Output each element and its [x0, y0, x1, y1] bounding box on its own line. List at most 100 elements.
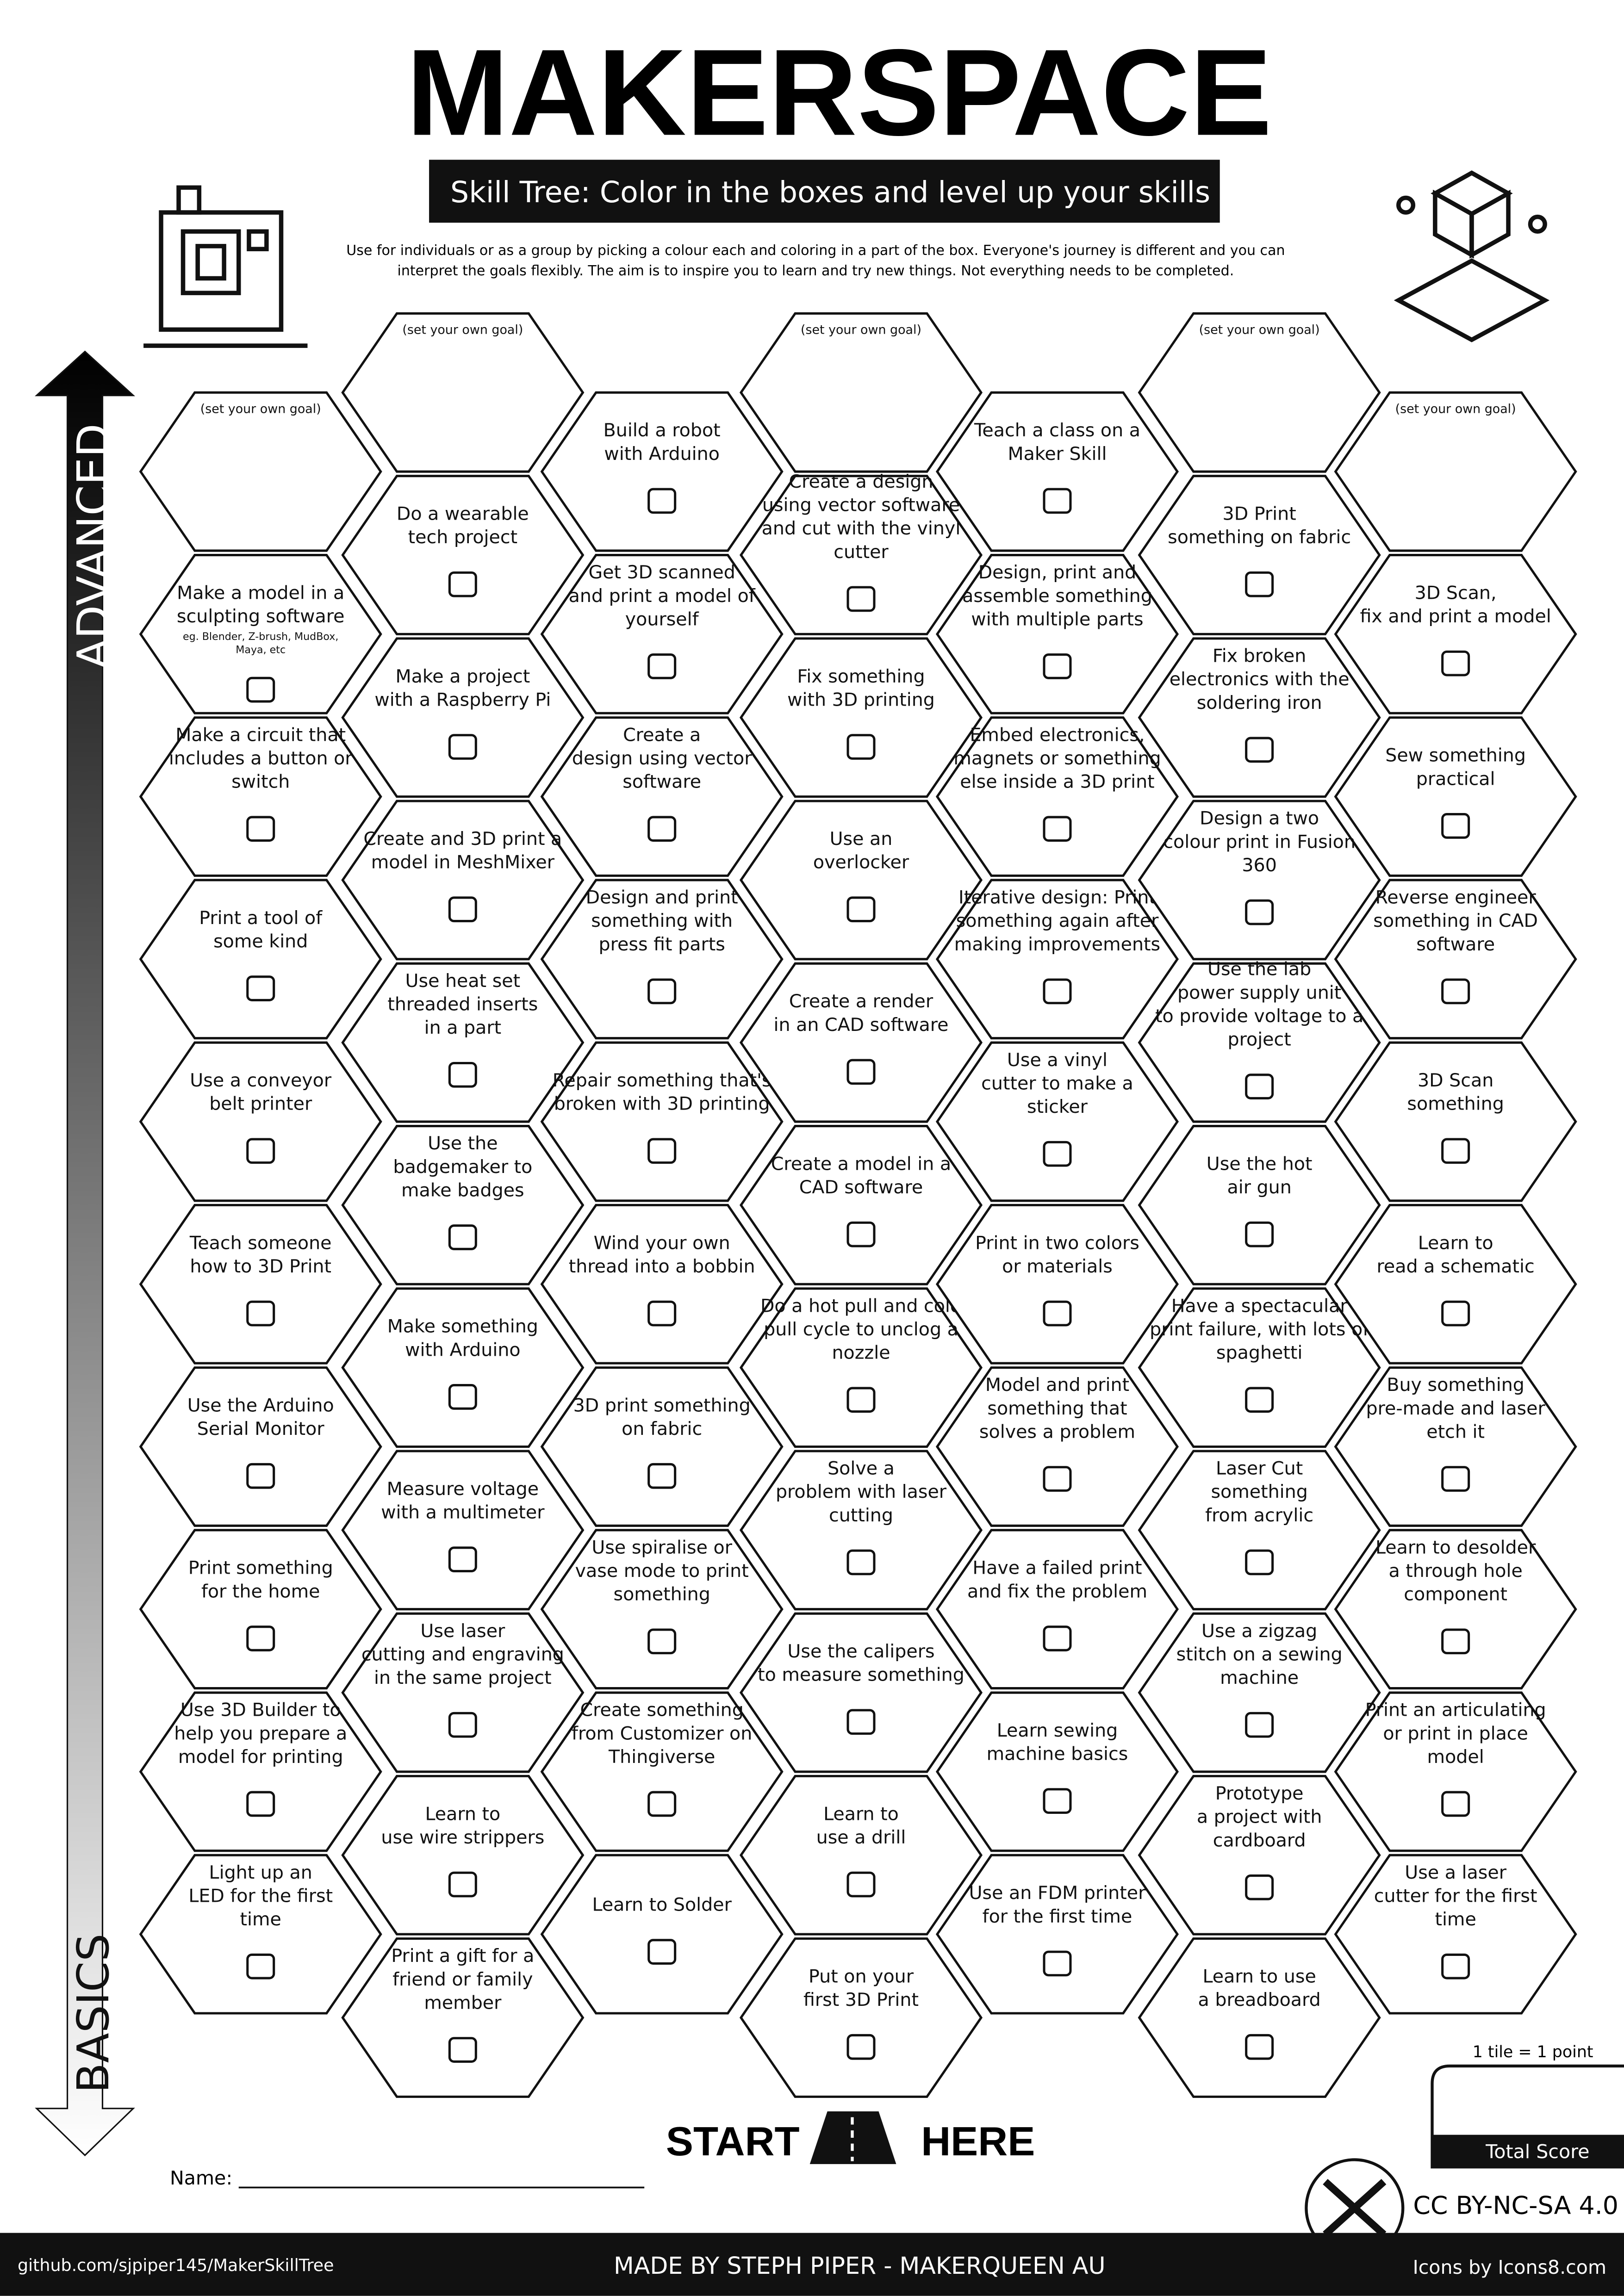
skill-line: model in MeshMixer	[371, 852, 555, 873]
skill-line: Design a two	[1200, 808, 1319, 829]
score-label: Total Score	[1485, 2141, 1589, 2163]
skill-line: and print a model of	[569, 585, 756, 607]
skill-line: problem with laser	[776, 1481, 947, 1502]
skill-line: Create a	[623, 724, 701, 745]
skill-line: etch it	[1426, 1421, 1485, 1442]
skill-label: Repair something that's broken with 3D pr…	[553, 1070, 772, 1115]
skill-line: Use an	[830, 828, 893, 850]
skill-tile	[739, 1450, 983, 1611]
skill-label: Teach a class on a Maker Skill	[974, 420, 1140, 465]
skill-line: Build a robot	[604, 420, 721, 441]
skill-line: Make a project	[395, 666, 530, 687]
skill-line: Use 3D Builder to	[180, 1700, 341, 1721]
skill-line: Use the hot	[1207, 1153, 1313, 1174]
skill-line: component	[1404, 1584, 1507, 1605]
skill-tile	[739, 1775, 983, 1936]
skill-icon	[246, 816, 275, 842]
skill-line: from acrylic	[1205, 1505, 1313, 1526]
skill-line: stitch on a sewing	[1176, 1644, 1343, 1665]
skill-icon	[1245, 1074, 1274, 1099]
skill-icon	[448, 1224, 477, 1250]
goal-label: (set your own goal)	[1395, 402, 1516, 416]
footer-bar	[0, 2233, 1624, 2296]
skill-line: friend or family	[392, 1969, 533, 1990]
skill-tile	[540, 1204, 784, 1365]
skill-label: Use a zigzag stitch on a sewing machine	[1176, 1620, 1343, 1688]
skill-label: Create something from Customizer on Thingi…	[572, 1700, 752, 1768]
skill-line: machine	[1220, 1667, 1299, 1688]
skill-tile	[540, 1041, 784, 1202]
skill-icon	[1245, 2034, 1274, 2060]
skill-label: Design, print and assemble something with …	[962, 562, 1152, 630]
skill-line: Create and 3D print a	[363, 828, 562, 850]
skill-label: Light up an LED for the first time	[188, 1862, 333, 1930]
skill-line: Create something	[580, 1700, 743, 1721]
skill-label: Prototype a project with cardboard	[1197, 1783, 1322, 1851]
skill-tile	[540, 879, 784, 1040]
skill-line: Use the	[428, 1133, 498, 1154]
skill-tile	[739, 1612, 983, 1773]
skill-line: nozzle	[832, 1342, 890, 1364]
skill-label: Put on your first 3D Print	[803, 1966, 919, 2011]
skill-icon	[846, 896, 876, 923]
skill-line: 3D Print	[1223, 503, 1296, 525]
skill-label: Use the hot air gun	[1207, 1153, 1313, 1198]
skill-line: Print a tool of	[199, 907, 323, 929]
skill-line: Learn to	[1418, 1232, 1493, 1253]
skill-line: Wind your own	[594, 1232, 730, 1253]
skill-line: soldering iron	[1197, 692, 1322, 714]
skill-tile	[139, 1854, 382, 2015]
skill-line: pull cycle to unclog a	[764, 1319, 958, 1340]
skill-icon	[1441, 813, 1470, 839]
skill-line: member	[424, 1992, 502, 2013]
skill-label: Print in two colors or materials	[975, 1232, 1139, 1277]
skill-line: make badges	[401, 1179, 524, 1201]
footer-center: MADE BY STEPH PIPER - MAKERQUEEN AU	[614, 2252, 1106, 2279]
skill-line: LED for the first	[188, 1886, 333, 1907]
skill-label: Solve a problem with laser cutting	[776, 1458, 947, 1526]
skill-tile	[1334, 1204, 1577, 1365]
skill-icon	[647, 1138, 677, 1164]
skill-line: something again after	[956, 910, 1159, 931]
skill-line: broken with 3D printing	[554, 1093, 770, 1115]
skill-icon	[846, 1221, 876, 1247]
skill-line: Thingiverse	[608, 1746, 715, 1768]
skill-label: Use heat set threaded inserts in a part	[387, 970, 538, 1038]
skill-label: Fix something with 3D printing	[787, 666, 935, 711]
skill-label: Laser Cut something from acrylic	[1205, 1458, 1313, 1526]
skill-line: power supply unit	[1177, 982, 1341, 1003]
skill-tile	[540, 716, 784, 877]
skill-label: Teach someone how to 3D Print	[189, 1232, 332, 1277]
skill-label: Make something with Arduino	[387, 1316, 538, 1361]
skill-tile	[1138, 962, 1381, 1123]
skill-tree: (set your own goal) Make a model in a scul…	[139, 312, 1577, 2098]
skill-tile	[1334, 1041, 1577, 1202]
skill-line: project	[1228, 1029, 1291, 1050]
skill-line: something with	[591, 910, 733, 931]
skill-label: Create a render in an CAD software	[773, 991, 948, 1036]
title: MAKERSPACE	[406, 24, 1272, 161]
logo-tools	[1323, 2178, 1387, 2237]
skill-line: model for printing	[178, 1746, 343, 1768]
intro-line: Use for individuals or as a group by pic…	[346, 242, 1285, 259]
score-band	[1432, 2135, 1624, 2167]
skill-icon	[647, 978, 677, 1005]
skill-icon	[647, 816, 677, 842]
skill-line: Model and print	[985, 1374, 1129, 1396]
skill-icon	[846, 1871, 876, 1898]
skill-label: Print something for the home	[188, 1558, 333, 1602]
skill-line: Print an articulating	[1365, 1700, 1546, 1721]
skill-icon	[846, 1709, 876, 1735]
skill-label: Create a model in a CAD software	[771, 1153, 951, 1198]
skill-icon	[448, 896, 477, 923]
skill-line: with Arduino	[604, 443, 720, 465]
skill-tile	[935, 879, 1179, 1040]
skill-label: Use 3D Builder to help you prepare a model…	[174, 1700, 347, 1768]
skill-label: Create and 3D print a model in MeshMixer	[363, 828, 562, 873]
skill-tile	[1138, 1612, 1381, 1773]
skill-tile	[139, 716, 382, 877]
skill-icon	[647, 1300, 677, 1327]
skill-line: use a drill	[816, 1827, 906, 1848]
skill-line: to provide voltage to a	[1155, 1005, 1363, 1027]
